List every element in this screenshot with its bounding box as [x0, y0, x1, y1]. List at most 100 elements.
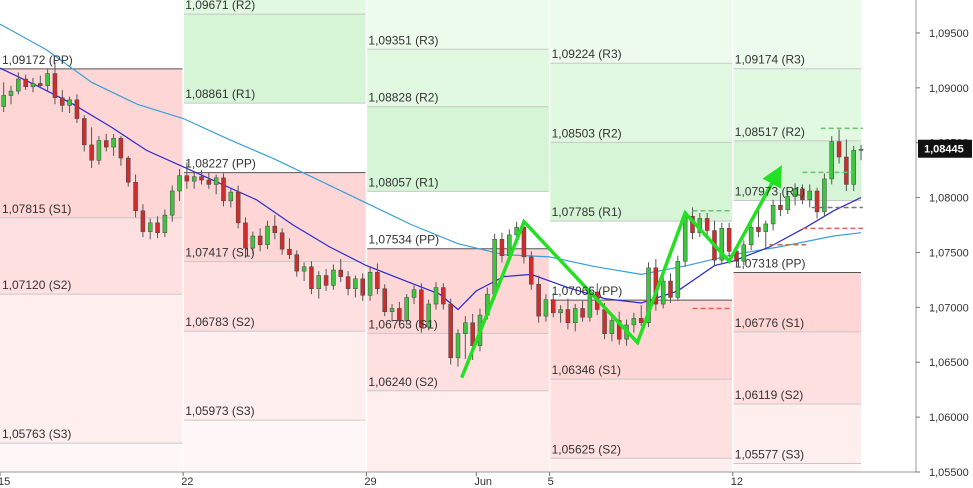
candle-up: [660, 275, 666, 309]
price-tick-label: 1,07500: [929, 247, 969, 259]
pattern-zigzag-line: [460, 165, 782, 379]
candle-body: [89, 144, 94, 161]
candle-body: [770, 205, 776, 225]
date-axis: 15 22 29 Jun 5 12: [0, 471, 916, 488]
pivot-zone-pp: [366, 248, 550, 334]
candle-down: [580, 300, 585, 322]
candle-body: [316, 275, 322, 289]
moving-averages: [0, 23, 862, 311]
pivot-label-r2: 1,08517 (R2): [735, 125, 805, 139]
candle-up: [558, 305, 563, 323]
pivot-zone-s1: [549, 379, 733, 459]
price-tick-label: 1,08000: [929, 193, 969, 205]
pattern-overlay: [460, 165, 782, 379]
candle-body: [323, 275, 329, 286]
pivot-zone-s1: [732, 331, 862, 405]
candle-up: [631, 312, 637, 333]
pivot-label-s2: 1,06783 (S2): [185, 315, 254, 329]
candle-up: [748, 221, 754, 251]
candle-body: [133, 181, 138, 212]
candle-down: [125, 155, 131, 187]
candle-body: [404, 297, 409, 321]
candle-body: [441, 287, 446, 305]
pivot-label-s1: 1,07815 (S1): [2, 202, 71, 216]
price-axis: 1,095001,090001,085001,080001,075001,070…: [915, 0, 972, 479]
candle-body: [301, 266, 307, 272]
candle-body: [844, 156, 849, 185]
pivot-label-r3: 1,09224 (R3): [552, 47, 622, 61]
candle-body: [565, 309, 571, 323]
candle-body: [660, 280, 666, 305]
candle-up: [572, 304, 578, 332]
candle-up: [191, 171, 197, 189]
candle-down: [345, 271, 351, 296]
candle-body: [125, 157, 131, 183]
candle-body: [763, 223, 769, 232]
candle-body: [719, 228, 725, 261]
candle-down: [38, 75, 43, 88]
pivot-zone-s3: [732, 463, 862, 472]
candle-body: [265, 225, 270, 246]
candle-down: [118, 136, 124, 166]
pivot-label-s1: 1,06346 (S1): [552, 363, 621, 377]
candle-body: [228, 191, 234, 202]
price-tick-label: 1,07000: [929, 302, 969, 314]
candle-down: [704, 212, 710, 235]
candle-body: [543, 299, 549, 317]
pivot-zone-r3: [732, 0, 862, 69]
candle-down: [521, 221, 527, 264]
candle-body: [668, 280, 673, 298]
candle-down: [360, 273, 365, 301]
ma-fast-line: [0, 67, 862, 311]
candle-body: [331, 269, 336, 286]
candle-down: [499, 232, 505, 263]
candle-body: [213, 177, 219, 185]
candle-body: [411, 289, 417, 298]
candle-up: [162, 209, 168, 238]
date-tick-label: 29: [364, 476, 376, 488]
candle-up: [1, 82, 6, 112]
candle-up: [213, 174, 219, 195]
candle-up: [96, 136, 102, 165]
candle-up: [404, 294, 409, 325]
candle-up: [858, 144, 864, 161]
candle-down: [726, 222, 732, 257]
candle-down: [82, 115, 87, 152]
pivot-label-r2: 1,08828 (R2): [368, 91, 438, 105]
candle-body: [529, 256, 534, 285]
candle-up: [8, 85, 14, 105]
pivot-label-r3: 1,09351 (R3): [368, 33, 438, 47]
pivot-label-s1: 1,06763 (S1): [368, 317, 437, 331]
candle-body: [272, 225, 278, 233]
pivot-label-r3: 1,09174 (R3): [735, 53, 805, 67]
candle-up: [433, 282, 439, 310]
pivot-zone-r2: [183, 0, 367, 15]
candle-body: [558, 309, 563, 314]
candle-body: [748, 226, 754, 246]
candle-body: [60, 97, 65, 106]
candle-body: [756, 226, 761, 232]
pivot-zone-r1: [549, 142, 733, 222]
pivot-label-pp: 1,09172 (PP): [2, 53, 73, 67]
candle-body: [792, 188, 798, 197]
candle-down: [133, 174, 138, 218]
candle-body: [602, 309, 607, 334]
candle-down: [382, 284, 387, 317]
pivot-label-pp: 1,07318 (PP): [735, 256, 806, 270]
candle-up: [177, 169, 182, 201]
price-tick-label: 1,05500: [929, 467, 969, 479]
candle-down: [74, 94, 80, 123]
pivot-zone-s3: [183, 420, 367, 472]
pivot-label-s1: 1,07417 (S1): [185, 246, 254, 260]
candle-body: [785, 196, 791, 210]
pivot-zone-s1: [0, 217, 184, 295]
candle-down: [668, 273, 673, 303]
pivot-label-s2: 1,06119 (S2): [735, 388, 804, 402]
candle-body: [389, 308, 395, 312]
candle-body: [309, 266, 314, 289]
candle-body: [419, 289, 424, 328]
candle-down: [221, 173, 226, 207]
candle-down: [419, 283, 424, 333]
candle-down: [778, 193, 783, 217]
